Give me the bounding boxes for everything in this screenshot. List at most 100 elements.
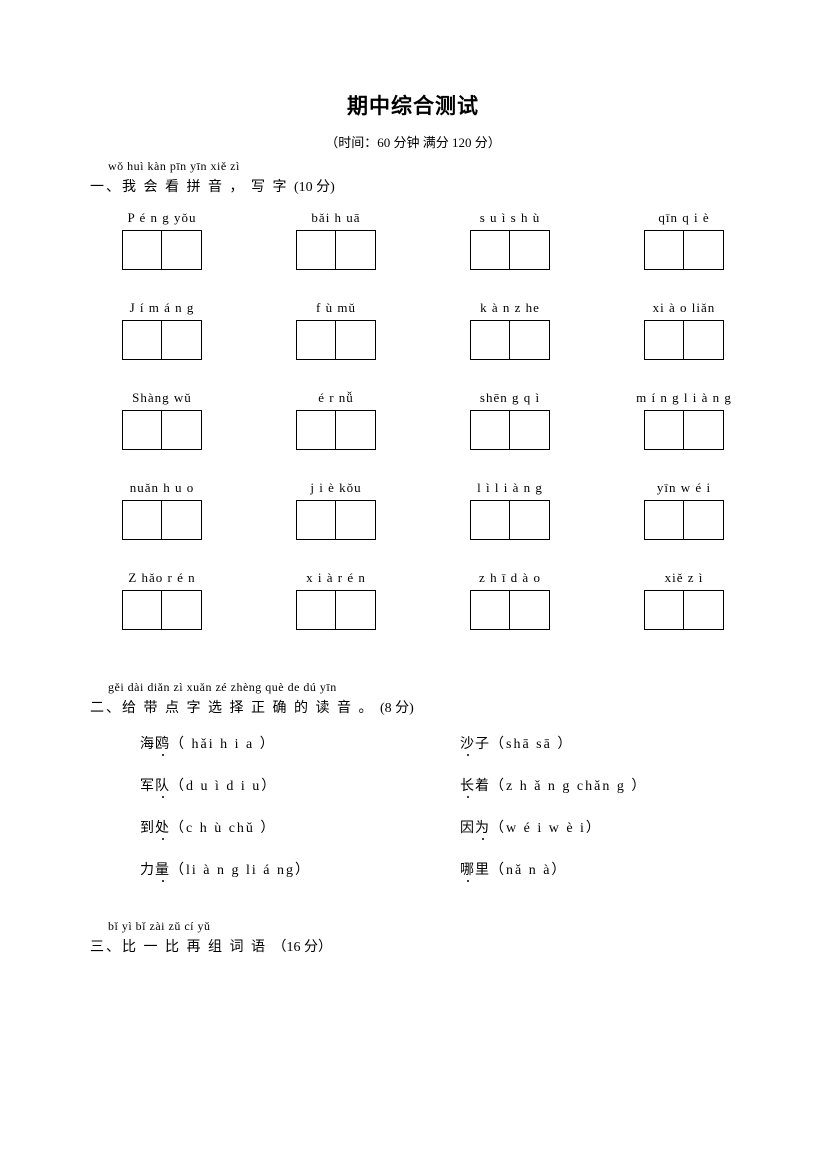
answer-box[interactable]	[162, 320, 202, 360]
answer-box[interactable]	[470, 410, 510, 450]
q1-item-pinyin: m í n g l i à n g	[636, 390, 732, 406]
answer-box[interactable]	[470, 230, 510, 270]
q1-item-pinyin: nuǎn h u o	[130, 480, 195, 496]
q2-word: 因	[460, 821, 475, 836]
q1-box-pair	[470, 230, 550, 270]
q1-box-pair	[296, 230, 376, 270]
answer-box[interactable]	[336, 230, 376, 270]
q1-item: m í n g l i à n g	[632, 390, 736, 450]
q1-item-pinyin: yīn w é i	[657, 480, 711, 496]
q1-points: (10 分)	[294, 180, 335, 195]
answer-box[interactable]	[644, 320, 684, 360]
q1-item: Z hǎo r é n	[110, 570, 214, 630]
q2-points: (8 分)	[380, 701, 414, 716]
answer-box[interactable]	[684, 500, 724, 540]
answer-box[interactable]	[510, 410, 550, 450]
q2-dot-char: 队	[155, 775, 170, 795]
answer-box[interactable]	[644, 230, 684, 270]
answer-box[interactable]	[296, 500, 336, 540]
q1-row: P é n g yǒubǎi h uās u ì s h ùqīn q i è	[110, 210, 736, 270]
q2-list: 海鸥（ hǎi h i a ）沙子（shā sā ） 军队（d u ì d i u…	[140, 733, 736, 879]
q1-item-pinyin: j i è kǒu	[310, 480, 361, 496]
q1-box-pair	[296, 320, 376, 360]
answer-box[interactable]	[684, 410, 724, 450]
q3-pinyin: bǐ yì bǐ zài zǔ cí yǔ	[108, 919, 736, 934]
q1-item-pinyin: Z hǎo r é n	[128, 570, 195, 586]
q1-item-pinyin: x i à r é n	[306, 570, 366, 586]
q1-item: Shàng wǔ	[110, 390, 214, 450]
q1-grid: P é n g yǒubǎi h uās u ì s h ùqīn q i è J…	[110, 210, 736, 630]
answer-box[interactable]	[470, 590, 510, 630]
answer-box[interactable]	[510, 500, 550, 540]
q1-box-pair	[644, 590, 724, 630]
q1-box-pair	[470, 320, 550, 360]
q1-box-pair	[470, 590, 550, 630]
answer-box[interactable]	[644, 410, 684, 450]
answer-box[interactable]	[470, 320, 510, 360]
q1-item-pinyin: xi à o liǎn	[653, 300, 716, 316]
answer-box[interactable]	[162, 410, 202, 450]
q2-post: 着	[475, 779, 490, 794]
q2-row: 到处（c h ù chǔ ）因为（w é i w è i）	[140, 817, 736, 837]
q1-row: J í m á n gf ù mǔk à n z hexi à o liǎn	[110, 300, 736, 360]
q1-item-pinyin: qīn q i è	[658, 210, 709, 226]
answer-box[interactable]	[684, 320, 724, 360]
q1-box-pair	[122, 410, 202, 450]
answer-box[interactable]	[162, 590, 202, 630]
answer-box[interactable]	[122, 320, 162, 360]
q1-item: é r nǚ	[284, 390, 388, 450]
answer-box[interactable]	[510, 320, 550, 360]
q3-head: 三、比 一 比 再 组 词 语 （16 分）	[90, 936, 736, 956]
answer-box[interactable]	[296, 410, 336, 450]
q2-row: 海鸥（ hǎi h i a ）沙子（shā sā ）	[140, 733, 736, 753]
answer-box[interactable]	[296, 590, 336, 630]
answer-box[interactable]	[162, 500, 202, 540]
q1-box-pair	[122, 500, 202, 540]
q1-item: l ì l i à n g	[458, 480, 562, 540]
q1-box-pair	[296, 590, 376, 630]
answer-box[interactable]	[122, 410, 162, 450]
q1-item-pinyin: é r nǚ	[318, 390, 354, 406]
q2-head-text: 二、给 带 点 字 选 择 正 确 的 读 音 。	[90, 701, 375, 716]
q3-head-text: 三、比 一 比 再 组 词 语	[90, 940, 267, 955]
q2-dot-char: 鸥	[155, 733, 170, 753]
answer-box[interactable]	[336, 320, 376, 360]
answer-box[interactable]	[644, 500, 684, 540]
answer-box[interactable]	[336, 500, 376, 540]
answer-box[interactable]	[122, 230, 162, 270]
q2-word: 力	[140, 863, 155, 878]
answer-box[interactable]	[510, 230, 550, 270]
q1-box-pair	[122, 590, 202, 630]
answer-box[interactable]	[122, 500, 162, 540]
q1-row: Shàng wǔé r nǚshēn g q ìm í n g l i à n …	[110, 390, 736, 450]
q1-head: 一、我 会 看 拼 音 ， 写 字 (10 分)	[90, 176, 736, 196]
answer-box[interactable]	[296, 230, 336, 270]
answer-box[interactable]	[470, 500, 510, 540]
q1-item: qīn q i è	[632, 210, 736, 270]
answer-box[interactable]	[510, 590, 550, 630]
q2-right: 因为（w é i w è i）	[460, 817, 602, 837]
q1-item-pinyin: xiě z ì	[665, 570, 704, 586]
q1-item-pinyin: l ì l i à n g	[477, 480, 543, 496]
answer-box[interactable]	[684, 230, 724, 270]
q2-word: 到	[140, 821, 155, 836]
answer-box[interactable]	[296, 320, 336, 360]
q1-box-pair	[644, 410, 724, 450]
q2-row: 军队（d u ì d i u）长着（z h ǎ n g chǎn g ）	[140, 775, 736, 795]
q2-options: （d u ì d i u）	[170, 779, 277, 794]
q2-options: （c h ù chǔ ）	[170, 821, 276, 836]
q1-item: xiě z ì	[632, 570, 736, 630]
answer-box[interactable]	[122, 590, 162, 630]
answer-box[interactable]	[162, 230, 202, 270]
q1-box-pair	[644, 320, 724, 360]
q1-item: J í m á n g	[110, 300, 214, 360]
q1-box-pair	[122, 230, 202, 270]
q1-item: bǎi h uā	[284, 210, 388, 270]
q1-item-pinyin: Shàng wǔ	[132, 390, 192, 406]
q2-row: 力量（li à n g li á ng）哪里（nǎ n à）	[140, 859, 736, 879]
answer-box[interactable]	[336, 590, 376, 630]
answer-box[interactable]	[684, 590, 724, 630]
answer-box[interactable]	[336, 410, 376, 450]
q1-item: xi à o liǎn	[632, 300, 736, 360]
answer-box[interactable]	[644, 590, 684, 630]
